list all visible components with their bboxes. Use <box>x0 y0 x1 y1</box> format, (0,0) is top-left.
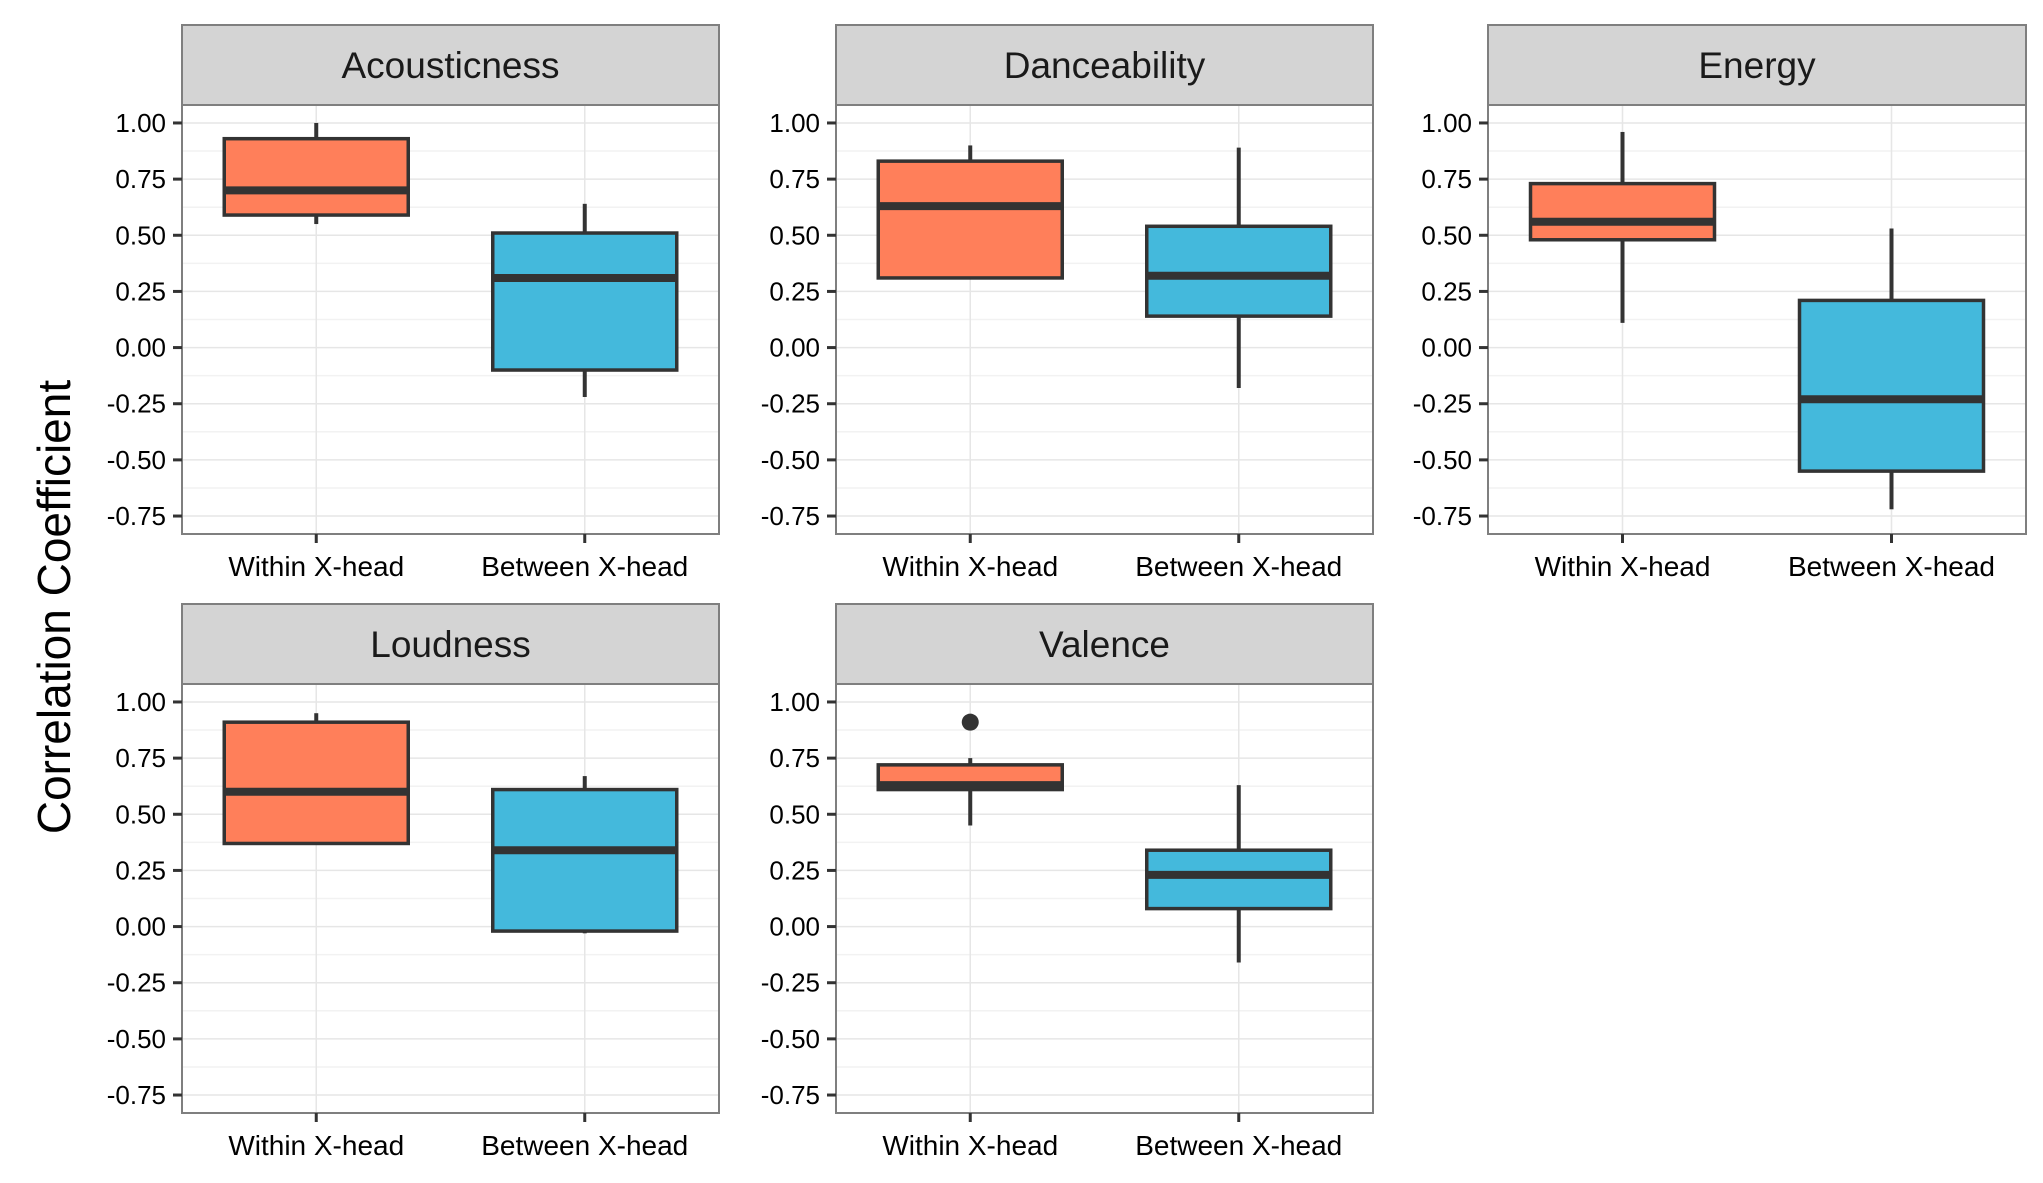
y-tick-label: -0.25 <box>761 968 820 998</box>
facet-panel-valence: Valence 1.00 0.75 0.50 0.25 0.00 -0.25 -0.50 -0.… <box>761 603 1374 1161</box>
y-axis-label: Correlation Coefficient <box>28 380 80 834</box>
y-tick-label: 1.00 <box>115 108 166 138</box>
y-tick-label: -0.25 <box>761 389 820 419</box>
y-tick-label: -0.25 <box>107 389 166 419</box>
y-tick-label: 1.00 <box>769 687 820 717</box>
y-tick-label: 0.00 <box>115 912 166 942</box>
facet-title: Danceability <box>1004 45 1206 86</box>
y-tick-label: 0.75 <box>115 164 166 194</box>
box-within <box>222 713 410 846</box>
x-tick-label: Within X-head <box>882 1130 1058 1161</box>
y-tick-label: -0.25 <box>1413 389 1472 419</box>
y-tick-label: -0.50 <box>107 445 166 475</box>
y-tick-label: 0.25 <box>1421 276 1472 306</box>
box-between <box>1797 228 1986 510</box>
y-tick-label: -0.75 <box>761 501 820 531</box>
x-tick-label: Within X-head <box>1535 551 1711 582</box>
y-tick-label: 0.25 <box>769 276 820 306</box>
facet-title: Acousticness <box>342 45 560 86</box>
box-within <box>1528 131 1717 323</box>
facet-title: Energy <box>1698 45 1816 86</box>
x-tick-label: Between X-head <box>481 1130 688 1161</box>
x-tick-label: Within X-head <box>228 551 404 582</box>
x-tick-label: Within X-head <box>882 551 1058 582</box>
y-tick-label: 1.00 <box>1421 108 1472 138</box>
facet-panel-acousticness: Acousticness 1.00 0.75 0.50 0.25 0.00 -0.25 -0.… <box>107 24 720 582</box>
y-tick-label: 0.00 <box>769 912 820 942</box>
box-within <box>222 122 410 225</box>
box-iqr <box>1145 224 1333 318</box>
y-tick-label: -0.75 <box>1413 501 1472 531</box>
box-iqr <box>1797 298 1986 473</box>
box-between <box>491 776 679 934</box>
box-between <box>1145 785 1333 963</box>
y-tick-label: 0.75 <box>769 164 820 194</box>
facet-strip <box>181 603 720 685</box>
y-tick-label: 0.25 <box>115 276 166 306</box>
facet-panel-energy: Energy 1.00 0.75 0.50 0.25 0.00 -0.25 -0.50 -0.7… <box>1413 24 2027 582</box>
y-tick-label: 0.50 <box>1421 220 1472 250</box>
facet-title: Loudness <box>370 624 530 665</box>
y-tick-label: 0.50 <box>115 799 166 829</box>
y-tick-label: 0.00 <box>1421 333 1472 363</box>
box-iqr <box>1528 181 1717 242</box>
y-tick-label: 0.25 <box>769 855 820 885</box>
box-iqr <box>491 231 679 372</box>
y-tick-label: 0.50 <box>115 220 166 250</box>
y-tick-label: 0.00 <box>115 333 166 363</box>
y-tick-label: 1.00 <box>769 108 820 138</box>
y-tick-label: -0.75 <box>761 1080 820 1110</box>
y-tick-label: -0.25 <box>107 968 166 998</box>
x-tick-label: Within X-head <box>228 1130 404 1161</box>
y-tick-label: -0.75 <box>107 501 166 531</box>
panel-border <box>181 104 720 535</box>
facet-strip <box>181 24 720 106</box>
y-tick-label: 0.75 <box>115 743 166 773</box>
x-tick-label: Between X-head <box>481 551 688 582</box>
box-between <box>491 203 679 397</box>
box-iqr <box>491 787 679 933</box>
y-tick-label: 0.50 <box>769 799 820 829</box>
facet-strip <box>835 603 1374 685</box>
panel-border <box>835 683 1374 1114</box>
panel-border <box>181 683 720 1114</box>
x-tick-label: Between X-head <box>1788 551 1995 582</box>
facet-panel-loudness: Loudness 1.00 0.75 0.50 0.25 0.00 -0.25 -0.50 -0… <box>107 603 720 1161</box>
panel-border <box>1487 104 2027 535</box>
x-tick-label: Between X-head <box>1135 551 1342 582</box>
box-within <box>876 713 1064 826</box>
y-tick-label: -0.50 <box>761 1024 820 1054</box>
box-between <box>1145 147 1333 389</box>
y-tick-label: 0.00 <box>769 333 820 363</box>
box-iqr <box>1145 848 1333 911</box>
panel-border <box>835 104 1374 535</box>
y-tick-label: -0.75 <box>107 1080 166 1110</box>
x-tick-label: Between X-head <box>1135 1130 1342 1161</box>
y-tick-label: 0.75 <box>769 743 820 773</box>
y-tick-label: 0.25 <box>115 855 166 885</box>
facet-panel-danceability: Danceability 1.00 0.75 0.50 0.25 0.00 -0.25 -0.… <box>761 24 1374 582</box>
y-tick-label: -0.50 <box>107 1024 166 1054</box>
y-tick-label: -0.50 <box>761 445 820 475</box>
facet-title: Valence <box>1039 624 1170 665</box>
box-iqr <box>222 720 410 846</box>
facet-strip <box>835 24 1374 106</box>
y-tick-label: 1.00 <box>115 687 166 717</box>
y-tick-label: 0.75 <box>1421 164 1472 194</box>
box-iqr <box>876 159 1064 280</box>
box-iqr <box>222 136 410 217</box>
y-tick-label: -0.50 <box>1413 445 1472 475</box>
outlier-point <box>961 713 979 731</box>
y-tick-label: 0.50 <box>769 220 820 250</box>
box-within <box>876 145 1064 280</box>
